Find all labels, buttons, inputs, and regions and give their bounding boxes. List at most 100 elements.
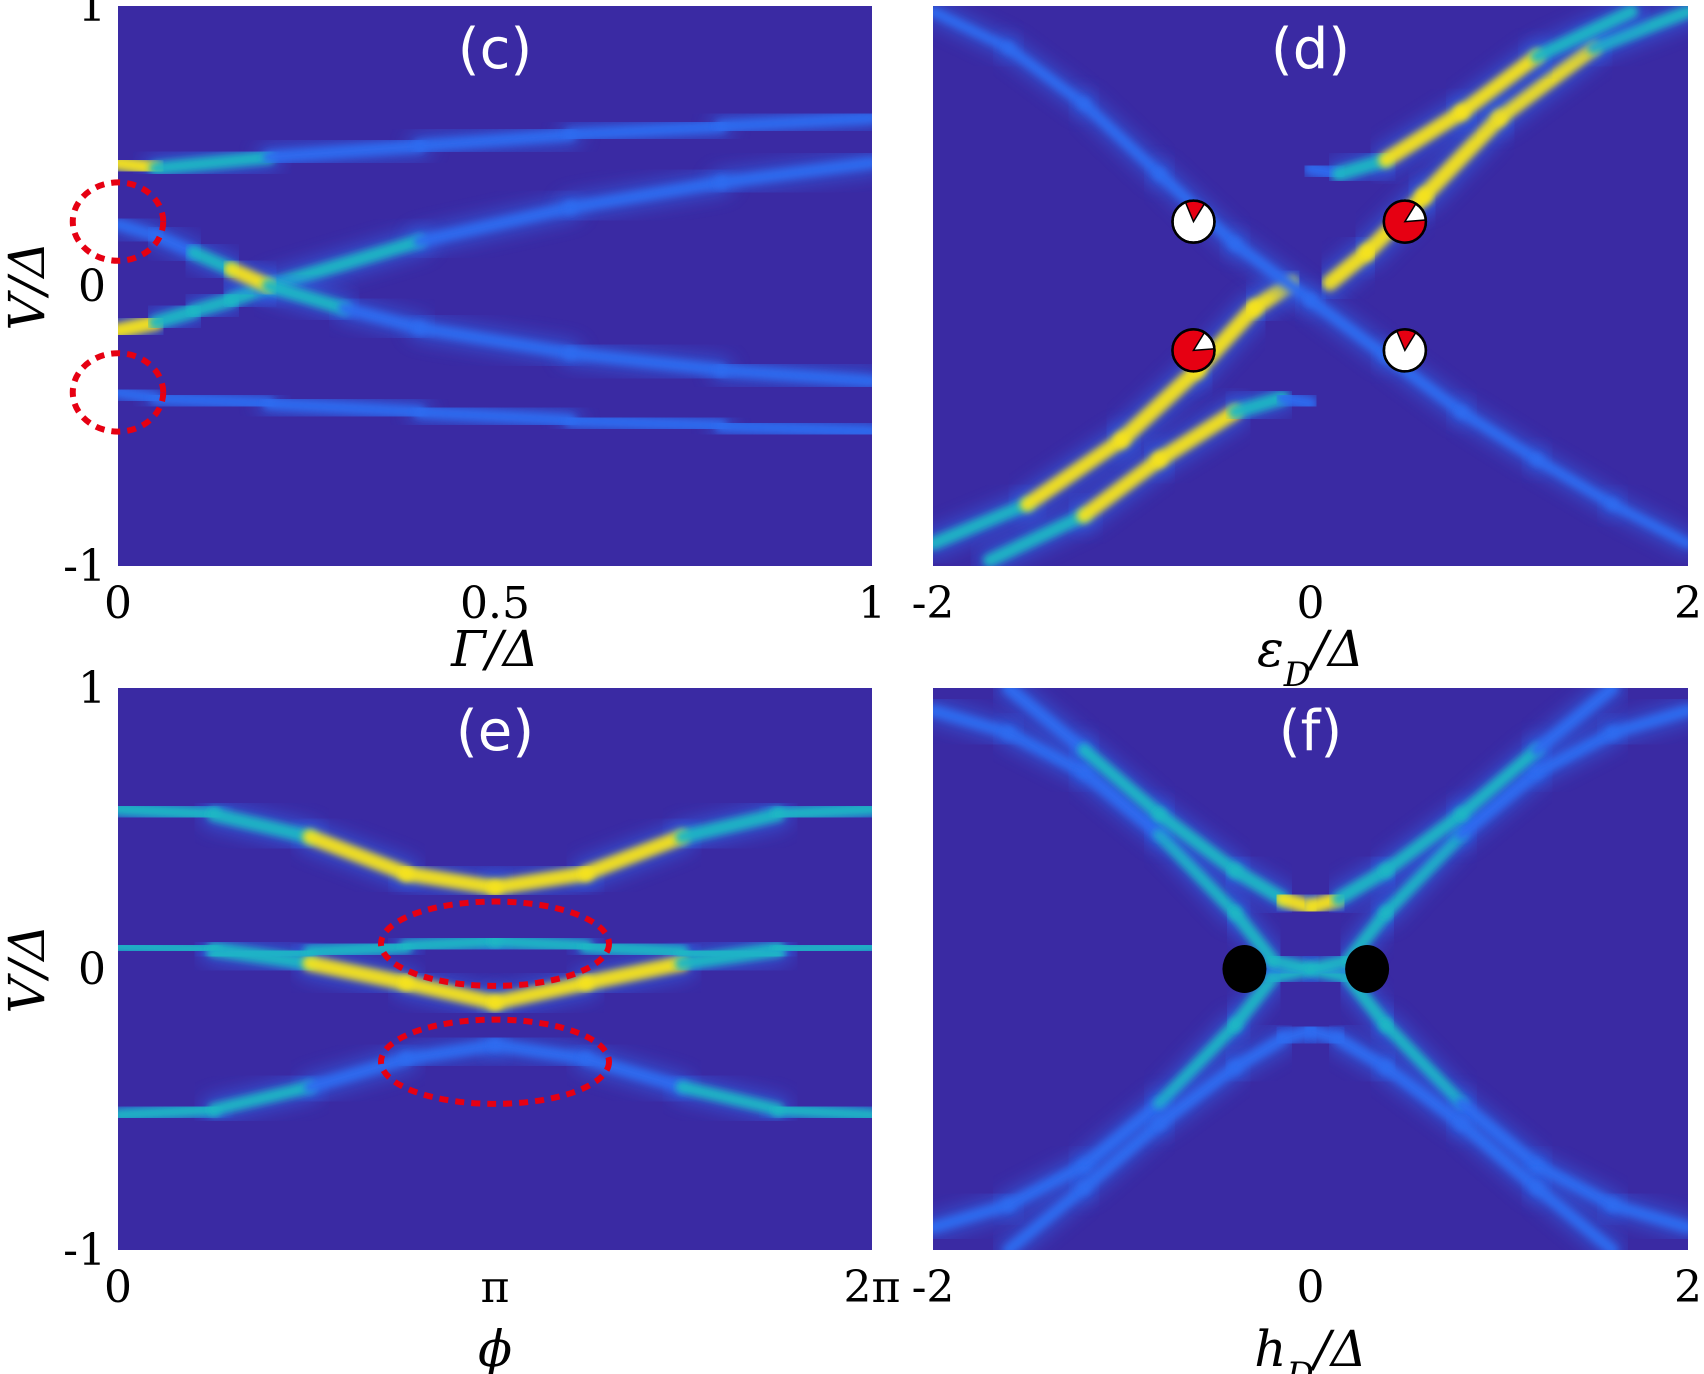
panel-d-band-2-core-5 [1276, 392, 1317, 410]
panel-c-ytick-1: 1 [78, 0, 106, 32]
panel-d-markers [1171, 199, 1428, 373]
panel-e-band-3-core-7 [675, 945, 785, 962]
panel-f-band-6-core-5 [1531, 1182, 1618, 1250]
panel-c-band-3-core-7 [413, 322, 577, 360]
panel-d-band-4-core-5 [1229, 238, 1317, 306]
panel-f-band-4-core-2 [1331, 863, 1393, 906]
panel-f-marker-1-dot [1222, 945, 1267, 993]
panel-f-band-4-core-3 [1379, 807, 1469, 878]
panel-e-background [118, 688, 872, 1250]
panel-c-title: (c) [458, 17, 532, 82]
panel-f-band-1-core-1 [933, 1199, 1015, 1234]
panel-c-xlabel: Γ/Δ [450, 620, 539, 678]
panel-e-band-4-core-3 [303, 1052, 413, 1094]
panel-c-xtick-3: 1 [858, 578, 886, 629]
panel-c-band-3 [118, 212, 872, 394]
panel-e-xtick-2: π [481, 1262, 510, 1313]
panel-f-title: (f) [1279, 699, 1342, 764]
panel-f-band-5-core-3 [1153, 1061, 1241, 1130]
panel-c-band-1-core-5 [564, 120, 728, 141]
panel-c-band-2 [118, 150, 872, 347]
panel-f-band-1-core-11 [1531, 1159, 1619, 1211]
panel-e-band-1-core-1 [118, 802, 221, 822]
panel-f-xtick-2: 0 [1297, 1262, 1325, 1313]
panel-c-band-3-core-6 [338, 302, 426, 334]
panel-e-marker-2-dashed-ellipse [377, 1016, 613, 1107]
panel-f-band-3-core-2 [1077, 743, 1166, 821]
panel-c-band-4 [118, 380, 872, 444]
panel-d-xlabel: εD/Δ [1257, 620, 1364, 695]
panel-c-bands [118, 105, 872, 444]
panel-e-xlabel: ϕ [478, 1320, 512, 1374]
panel-e-band-4 [118, 1032, 872, 1129]
panel-d-marker-3-pie-outline [1171, 328, 1216, 373]
panel-e-band-1-core-8 [771, 802, 872, 822]
panel-f-band-1-core-3 [1077, 1097, 1166, 1172]
panel-f-xtick-3: 2 [1674, 1262, 1702, 1313]
panel-c-xtick-1: 0 [104, 578, 132, 629]
panel-c-band-3-core-1 [118, 218, 162, 242]
panel-e-band-1 [118, 794, 872, 903]
panel-d-marker-3-pie [1171, 328, 1216, 373]
panel-d-marker-2-pie [1382, 199, 1428, 244]
panel-e-xtick-1: 0 [104, 1262, 132, 1313]
panel-e-marker-1-dashed-ellipse [377, 898, 613, 989]
panel-f-band-2-core-4 [1153, 827, 1242, 920]
panel-d: (d) -2 0 2 εD/Δ [912, 6, 1702, 695]
panel-f-band-6-core-2 [1332, 1033, 1392, 1074]
panel-f-band-4-core-4 [1455, 743, 1544, 821]
panel-f-band-6 [1298, 1018, 1625, 1250]
panel-c-band-4-core-5 [564, 414, 728, 432]
panel-e-band-4-core-2 [207, 1080, 317, 1116]
panel-f-band-1-core-2 [1002, 1159, 1090, 1211]
panel-c-band-3-core-4 [223, 261, 277, 294]
panel-d-band-4-core-8 [1456, 406, 1543, 465]
panel-f-band-2-core-10 [1455, 766, 1544, 841]
panel-f-band-5-core-1 [1003, 1182, 1090, 1250]
panel-f-band-3-core-3 [1152, 807, 1242, 878]
panel-e-band-3-core-6 [579, 939, 689, 960]
panel-f-band-1-core-10 [1455, 1097, 1544, 1172]
panel-d-band-1-core-11 [1587, 6, 1688, 55]
panel-f-band-2-core-2 [1002, 727, 1090, 779]
panel-e-band-1-core-2 [207, 807, 318, 844]
panel-c-band-4-core-6 [715, 420, 872, 438]
panel-d-band-4-core-3 [1078, 98, 1165, 180]
panel-d-xtick-3: 2 [1674, 578, 1702, 629]
panel-d-band-2 [976, 383, 1323, 566]
panel-c-ytick-3: -1 [63, 541, 106, 592]
panel-e-band-3-core-3 [303, 939, 413, 960]
panel-f-band-5-core-2 [1078, 1117, 1166, 1194]
panel-e-band-1-core-6 [578, 829, 690, 881]
panel-d-band-1-core-1 [933, 497, 1034, 551]
panel-d-xtick-2: 0 [1297, 578, 1325, 629]
panel-e-ytick-2: 0 [78, 944, 106, 995]
panel-d-band-2-core-2 [1076, 452, 1167, 523]
panel-e-band-1-core-5 [487, 865, 594, 896]
panel-d-band-2-core-1 [983, 508, 1091, 566]
panel-e-band-4-core-8 [771, 1103, 872, 1122]
panel-f-band-2-core-11 [1531, 727, 1619, 779]
panel-d-xtick-1: -2 [912, 578, 955, 629]
panel-d-band-3-core-4 [1454, 49, 1545, 120]
panel-d-band-3 [1298, 6, 1645, 189]
panel-f-band-2-core-9 [1379, 827, 1468, 920]
panel-f-band-1-core-4 [1153, 1018, 1242, 1111]
panel-f-band-2-core-1 [933, 704, 1015, 739]
panel-d-marker-4-pie-outline [1382, 328, 1428, 373]
panel-e-markers [377, 898, 613, 1107]
panel-d-band-4-core-2 [1003, 42, 1090, 110]
panel-c-ytick-2: 0 [78, 261, 106, 312]
panel-f-band-1-core-9 [1379, 1018, 1468, 1111]
panel-d-band-4-core-6 [1304, 294, 1392, 362]
panel-e-band-2-core-5 [487, 975, 594, 1011]
panel-d-band-3-core-2 [1331, 153, 1393, 181]
panel-d-marker-1-pie [1171, 199, 1216, 244]
panel-d-marker-4-pie [1382, 328, 1428, 373]
panel-c-band-1-core-4 [413, 128, 577, 152]
panel-e-band-3-core-5 [488, 934, 593, 954]
panel-f-band-1-core-5 [1228, 970, 1280, 1032]
panel-f-markers [1222, 945, 1390, 993]
panel-e-band-2-core-6 [578, 955, 690, 991]
panel-e-band-4-core-6 [579, 1052, 689, 1094]
